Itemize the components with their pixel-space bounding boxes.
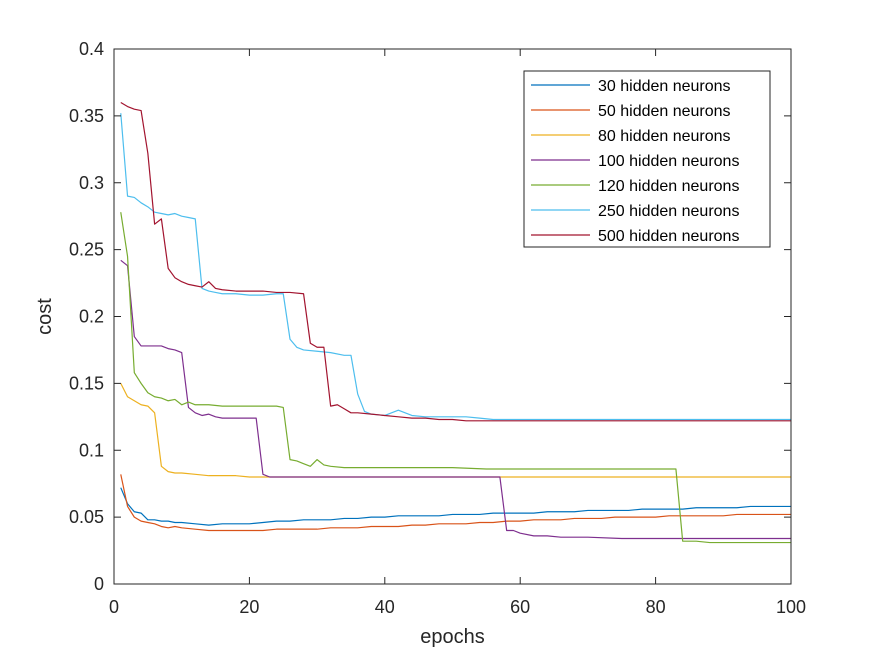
series-line-4 <box>120 212 791 544</box>
series-line-0 <box>120 487 791 526</box>
y-axis-label: cost <box>34 298 56 335</box>
x-tick-label: 100 <box>776 597 806 617</box>
legend: 30 hidden neurons 50 hidden neurons 80 hid… <box>523 70 771 248</box>
x-axis-label: epochs <box>420 626 485 648</box>
x-tick-label: 80 <box>646 597 666 617</box>
y-tick-label: 0.2 <box>79 307 104 327</box>
x-tick-label: 60 <box>510 597 530 617</box>
series-line-3 <box>120 259 791 540</box>
legend-label-0: 30 hidden neurons <box>598 78 731 95</box>
y-tick-label: 0 <box>94 574 104 594</box>
y-tick-label: 0.4 <box>79 39 104 59</box>
x-tick-label: 20 <box>239 597 259 617</box>
y-tick-label: 0.1 <box>79 440 104 460</box>
x-tick-label: 0 <box>109 597 119 617</box>
legend-box <box>523 70 771 248</box>
axes-layer: 0 20 40 60 80 100 0 0.05 0.1 0.15 0.2 0.25 0.3 0.35 0.… <box>69 39 806 617</box>
series-layer <box>120 101 791 544</box>
y-tick-label: 0.15 <box>69 373 104 393</box>
y-tick-label: 0.25 <box>69 240 104 260</box>
series-line-1 <box>120 474 791 532</box>
y-tick-label: 0.05 <box>69 507 104 527</box>
legend-label-1: 50 hidden neurons <box>598 103 731 120</box>
series-line-6 <box>120 101 791 422</box>
y-tick-label: 0.3 <box>79 173 104 193</box>
x-tick-label: 40 <box>375 597 395 617</box>
legend-label-4: 120 hidden neurons <box>598 178 739 195</box>
legend-label-6: 500 hidden neurons <box>598 228 739 245</box>
legend-label-3: 100 hidden neurons <box>598 153 739 170</box>
legend-label-2: 80 hidden neurons <box>598 128 731 145</box>
y-tick-label: 0.35 <box>69 106 104 126</box>
legend-label-5: 250 hidden neurons <box>598 203 739 220</box>
